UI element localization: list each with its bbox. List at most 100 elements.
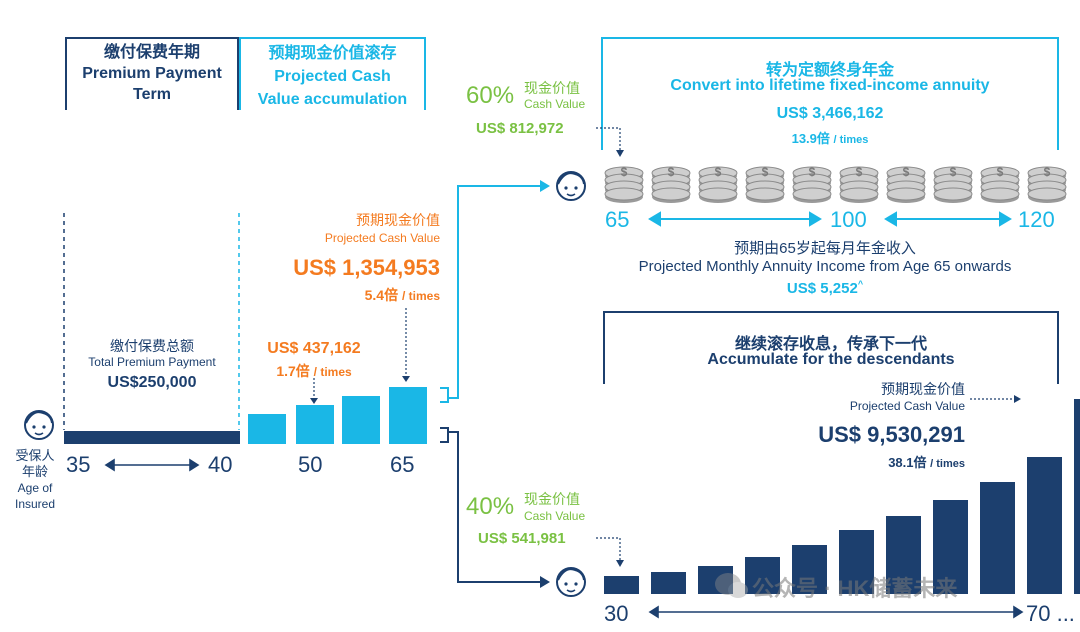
pointer-arrowhead — [616, 150, 624, 157]
monthly-income-value: US$ 5,252^ — [590, 279, 1060, 297]
split-bracket — [440, 185, 540, 583]
accumulation-en-2: Value accumulation — [257, 91, 408, 108]
coin — [698, 187, 738, 201]
total-premium-label-cn: 缴付保费总额 — [110, 338, 194, 354]
annuity-times: 13.9倍 / times — [602, 128, 1058, 147]
coin — [839, 187, 879, 201]
dollar-sign-icon: $ — [950, 165, 957, 179]
cash-value-bars — [248, 387, 427, 444]
premium-term-en-1: Premium Payment — [82, 65, 222, 82]
premium-term-cn: 缴付保费年期 — [103, 44, 200, 61]
left-cv-times-unit: / times — [401, 289, 440, 303]
coin-stack-icon: $ — [886, 165, 926, 203]
insured-age-label: 受保人 年龄 Age of Insured — [4, 448, 66, 512]
arrow-to-annuity — [540, 180, 550, 192]
premium-axis-arrow — [104, 458, 200, 472]
legacy-pct-en: Cash Value — [524, 509, 586, 523]
child-face-icon — [24, 410, 54, 440]
legacy-bar — [792, 545, 827, 594]
monthly-income-footnote-mark: ^ — [857, 279, 864, 289]
coin-stack-icon: $ — [745, 165, 785, 203]
adult-face-icon — [556, 171, 586, 201]
premium-term-en-2: Term — [133, 86, 171, 103]
legacy-bracket — [603, 311, 1059, 384]
coin-stacks: $ $ $ $ $ $ $ $ $ $ — [604, 165, 1067, 203]
axis-label-40: 40 — [208, 452, 233, 477]
legacy-bar — [933, 500, 968, 594]
coin-stack-icon: $ — [933, 165, 973, 203]
annuity-value: US$ 3,466,162 — [776, 105, 884, 122]
dollar-sign-icon: $ — [715, 165, 722, 179]
coin — [886, 187, 926, 201]
left-cv-value: US$ 1,354,953 — [293, 255, 440, 280]
legacy-title-cn: 继续滚存收息，传承下一代 — [734, 336, 927, 353]
pointer-arrowhead — [402, 376, 410, 382]
legacy-bar — [839, 530, 874, 594]
coin — [980, 187, 1020, 201]
watermark-text: 公众号 · HK储蓄未来 — [752, 576, 958, 601]
annuity-pct-en: Cash Value — [524, 97, 586, 111]
insured-label-en-1: Age of — [17, 481, 53, 495]
coin-stack-icon: $ — [1027, 165, 1067, 203]
accumulation-cn: 预期现金价值滚存 — [268, 45, 397, 62]
insured-label-cn-1: 受保人 — [15, 448, 55, 463]
cash-value-bar — [296, 405, 334, 444]
legacy-axis-arrow — [648, 605, 1024, 619]
left-cv-label-en: Projected Cash Value — [324, 231, 440, 245]
legacy-cv-label-en: Projected Cash Value — [849, 399, 965, 413]
annuity-pct-cn: 现金价值 — [524, 80, 580, 96]
annuity-axis-arrows — [648, 211, 1012, 227]
dollar-sign-icon: $ — [1044, 165, 1051, 179]
premium-term-header: 缴付保费年期 Premium Payment Term — [66, 42, 238, 105]
accumulation-header: 预期现金价值滚存 Projected Cash Value accumulati… — [240, 42, 425, 111]
coin-stack-icon: $ — [839, 165, 879, 203]
legacy-bar — [651, 572, 686, 594]
annuity-axis-120: 120 — [1018, 207, 1055, 232]
legacy-axis-30: 30 — [604, 601, 629, 626]
axis-label-35: 35 — [66, 452, 91, 477]
coin — [1027, 187, 1067, 201]
cash-value-bar — [389, 387, 427, 444]
annuity-pct-value: US$ 812,972 — [476, 120, 564, 137]
annuity-times-unit: / times — [833, 134, 869, 146]
annuity-bracket — [601, 37, 1059, 150]
total-premium-label-en: Total Premium Payment — [88, 355, 216, 369]
left-cv-times-value: 5.4倍 — [364, 287, 399, 303]
dollar-sign-icon: $ — [809, 165, 816, 179]
total-premium-value: US$250,000 — [107, 374, 197, 391]
coin-stack-icon: $ — [604, 165, 644, 203]
legacy-pct: 40% — [466, 493, 515, 520]
annuity-axis-100: 100 — [830, 207, 867, 232]
dollar-sign-icon: $ — [997, 165, 1004, 179]
dollar-sign-icon: $ — [903, 165, 910, 179]
coin — [792, 187, 832, 201]
legacy-bar — [886, 516, 921, 594]
coin-stack-icon: $ — [792, 165, 832, 203]
wechat-watermark-icon — [715, 573, 748, 598]
descendant-face-icon — [556, 567, 586, 597]
legacy-bar — [698, 566, 733, 594]
cash-value-bar — [342, 396, 380, 444]
cash-value-bar — [248, 414, 286, 444]
dollar-sign-icon: $ — [621, 165, 628, 179]
legacy-title-en: Accumulate for the descendants — [707, 351, 955, 368]
annuity-axis-65: 65 — [605, 207, 630, 232]
monthly-income-cn: 预期由65岁起每月年金收入 — [734, 240, 916, 257]
monthly-income-amount: US$ 5,252 — [786, 280, 858, 297]
premium-term-bracket — [65, 37, 239, 110]
annuity-title-en: Convert into lifetime fixed-income annui… — [670, 77, 990, 94]
left-cv-times: 5.4倍 / times — [300, 285, 440, 305]
coin-stack-icon: $ — [651, 165, 691, 203]
insured-label-en-2: Insured — [14, 497, 56, 511]
annuity-pct: 60% — [466, 82, 515, 109]
legacy-cv-label-cn: 预期现金价值 — [881, 381, 965, 397]
insured-label-cn-2: 年龄 — [21, 464, 48, 479]
legacy-cv-times: 38.1倍 / times — [820, 452, 965, 471]
annuity-title-cn: 转为定额终身年金 — [765, 62, 894, 79]
mid-cv-times-unit: / times — [313, 365, 352, 379]
mid-cv-times-value: 1.7倍 — [276, 363, 310, 379]
legacy-bars — [604, 399, 1080, 594]
legacy-cv-value: US$ 9,530,291 — [818, 422, 965, 447]
coin — [651, 187, 691, 201]
